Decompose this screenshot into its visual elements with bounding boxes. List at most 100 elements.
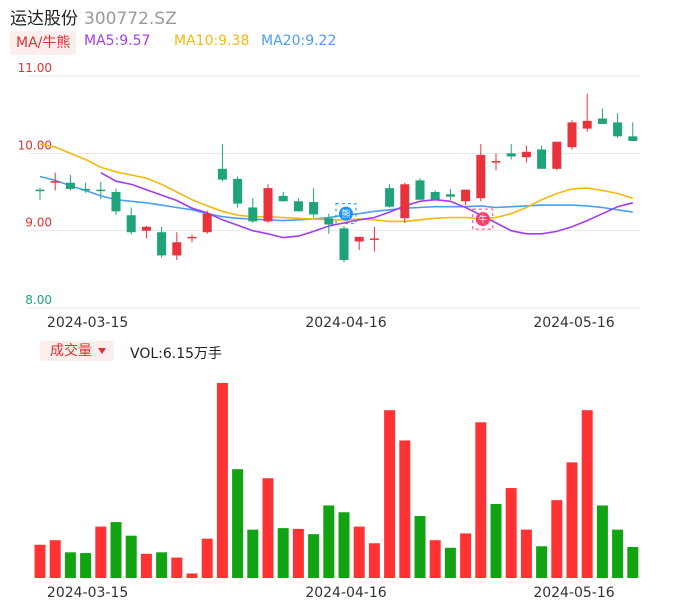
candle-body [491,161,501,163]
volume-bar [171,557,183,578]
volume-bar [444,547,456,578]
candle-body [172,242,182,256]
volume-bar [308,534,320,578]
volume-date-label: 2024-04-16 [305,585,386,601]
candle-body [293,201,303,212]
volume-bar [49,540,61,578]
candle-body [111,192,121,212]
candle-body [461,189,471,202]
candle-body [506,153,516,157]
volume-bar [232,469,244,578]
volume-bar [64,552,76,578]
bear-marker-label: 熊 [341,208,350,220]
volume-bar [201,538,213,578]
volume-bar [323,505,335,578]
volume-bar [216,383,228,578]
candle-body [309,202,319,215]
candle-body [50,181,60,183]
volume-bar [566,462,578,578]
volume-bar [110,522,122,578]
volume-indicator-label: 成交量 [50,343,92,359]
candle-body [582,120,592,129]
volume-bar [277,528,289,578]
candle-body [415,180,425,200]
volume-bar [399,440,411,578]
volume-bar [475,422,487,578]
volume-date-label: 2024-05-16 [533,585,614,601]
bear-marker [339,206,353,221]
candle-body [567,122,577,148]
candle-body [324,218,334,225]
stock-code: 300772.SZ [84,9,177,29]
volume-bar [156,552,168,578]
candle-body [597,118,607,124]
price-tick-label: 10.00 [18,138,52,152]
candle-body [81,188,91,191]
candle-body [248,207,258,222]
volume-bar [460,533,472,578]
candle-body [354,236,364,242]
volume-bar [596,505,608,578]
volume-bar [338,512,350,578]
volume-bar [581,410,593,578]
volume-bar [384,410,396,578]
volume-indicator-button[interactable]: 成交量 [40,341,114,361]
volume-bar [125,535,137,578]
volume-bar [186,573,198,578]
ma-toggle-button[interactable]: MA/牛熊 [10,31,77,55]
candle-body [187,236,197,239]
volume-bar [627,547,639,578]
candle-body [537,149,547,169]
price-tick-label: 11.00 [18,61,52,75]
ma10-label: MA10:9.38 [174,33,250,49]
stock-name: 运达股份 [10,9,78,29]
volume-bar [353,526,365,578]
bull-marker-label: 牛 [478,214,487,226]
volume-date-label: 2024-03-15 [47,585,128,601]
candle-body [217,168,227,180]
price-tick-label: 9.00 [25,216,52,230]
price-date-label: 2024-04-16 [305,315,386,331]
ma5-label: MA5:9.57 [84,33,151,49]
volume-bar [612,529,624,578]
candle-body [445,194,455,197]
candle-body [65,182,75,189]
candle-body [613,122,623,137]
volume-bar [414,516,426,578]
volume-bar [490,503,502,578]
volume-bar [505,488,517,578]
volume-bar [262,478,274,578]
ma20-label: MA20:9.22 [261,33,337,49]
candle-body [278,195,288,202]
ma10-line [39,143,634,223]
volume-bar [536,546,548,578]
candle-body [369,238,379,240]
volume-bar [429,540,441,578]
candle-body [96,189,106,192]
candle-body [263,188,273,222]
volume-value-label: VOL:6.15万手 [130,346,223,362]
volume-bar [551,500,563,578]
candle-body [552,141,562,169]
volume-bar [292,528,304,578]
volume-bar [80,553,92,578]
volume-bar [247,529,259,578]
candle-body [400,184,410,219]
candle-body [233,178,243,204]
bull-marker [475,212,490,227]
candle-body [339,228,349,261]
price-date-label: 2024-03-15 [47,315,128,331]
candle-body [202,213,212,233]
price-date-label: 2024-05-16 [533,315,614,331]
candle-body [385,188,395,207]
dropdown-arrow-icon [98,348,106,354]
price-tick-label: 8.00 [25,293,52,307]
volume-bar [95,526,107,578]
volume-bar [34,544,46,578]
candle-body [141,226,151,231]
ma5-line [100,172,633,239]
bear-marker-frame [335,203,357,225]
volume-bar [368,543,380,578]
candle-body [521,151,531,158]
